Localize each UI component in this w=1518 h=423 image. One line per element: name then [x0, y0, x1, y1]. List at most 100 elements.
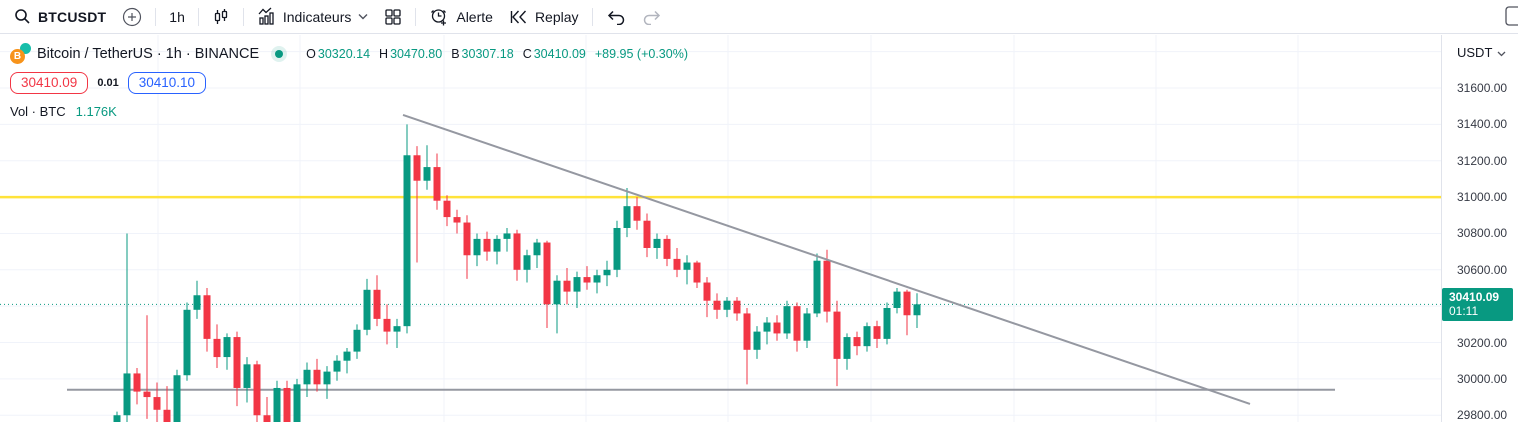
candle: [363, 289, 371, 330]
top-toolbar: BTCUSDT 1h Indicateurs: [0, 0, 1518, 34]
candle: [283, 387, 291, 422]
candle: [523, 255, 531, 270]
axis-tick: 31000.00: [1457, 190, 1508, 205]
indicators-icon: [257, 7, 276, 26]
candle: [123, 373, 131, 416]
candle: [443, 200, 451, 218]
candle: [673, 258, 681, 270]
logo-swoosh: [20, 43, 31, 54]
axis-tick: 29800.00: [1457, 408, 1508, 423]
candle: [773, 322, 781, 334]
candle: [503, 233, 511, 239]
buy-price-button[interactable]: 30410.10: [127, 72, 207, 94]
ohlc-value: 30410.09: [533, 47, 586, 61]
sell-price-button[interactable]: 30410.09: [10, 72, 89, 94]
axis-tick: 30600.00: [1457, 262, 1508, 277]
candle: [203, 295, 211, 339]
candle: [273, 387, 281, 422]
candle: [873, 326, 881, 339]
candle: [413, 155, 421, 181]
candle: [613, 227, 621, 270]
panel-right-icon[interactable]: [1505, 6, 1518, 31]
candle: [633, 206, 641, 221]
candle: [163, 409, 171, 422]
undo-button[interactable]: [598, 3, 634, 31]
indicators-label: Indicateurs: [282, 8, 352, 25]
candle: [903, 291, 911, 316]
candle: [483, 238, 491, 252]
candle: [183, 309, 191, 376]
candlesticks-icon: [212, 8, 230, 26]
candle: [643, 220, 651, 248]
market-status-dot[interactable]: [275, 50, 284, 58]
candle: [113, 415, 121, 422]
candle: [543, 242, 551, 305]
candle: [223, 337, 231, 358]
candle: [173, 375, 181, 422]
candle: [353, 329, 361, 352]
candle: [833, 311, 841, 359]
axis-tick: 31600.00: [1457, 81, 1508, 95]
compare-add-button[interactable]: [114, 3, 150, 31]
candle: [663, 238, 671, 259]
alert-button[interactable]: Alerte: [421, 3, 501, 31]
candle: [913, 304, 921, 316]
redo-icon: [642, 9, 662, 25]
candle: [403, 155, 411, 327]
candle: [133, 373, 141, 392]
ohlc-values: O 30320.14 H 30470.80 B 30307.18 C 30410.09 …: [306, 47, 688, 61]
alarm-plus-icon: [429, 7, 449, 27]
undo-icon: [606, 9, 626, 25]
timeframe-button[interactable]: 1h: [161, 3, 193, 31]
candle: [843, 337, 851, 359]
candle: [563, 280, 571, 292]
replay-button[interactable]: Replay: [501, 3, 587, 31]
candle: [733, 300, 741, 314]
ohlc-value: 30307.18: [461, 47, 514, 61]
candle: [263, 415, 271, 422]
axis-currency-button[interactable]: USDT: [1442, 35, 1518, 60]
candle: [863, 326, 871, 347]
candle: [323, 371, 331, 385]
indicators-button[interactable]: Indicateurs: [249, 3, 376, 31]
candle: [143, 391, 151, 398]
bitcoin-logo: B: [10, 43, 31, 64]
axis-currency-label: USDT: [1457, 45, 1493, 60]
candle: [293, 384, 301, 422]
candle: [533, 242, 541, 256]
layout-grid-button[interactable]: [376, 3, 410, 31]
candle: [623, 206, 631, 228]
toolbar-divider: [591, 7, 593, 26]
redo-button[interactable]: [634, 3, 670, 31]
candle: [303, 369, 311, 385]
logo-coin: B: [10, 49, 25, 64]
toolbar-divider: [155, 7, 157, 26]
candle: [653, 238, 661, 248]
price-axis[interactable]: USDT 30410.09 01:11 31600.00 31400.00 3120…: [1441, 35, 1518, 422]
replay-rewind-icon: [509, 9, 528, 25]
candle: [713, 300, 721, 310]
volume-label[interactable]: Vol · BTC: [10, 104, 66, 119]
spread-value: 0.01: [97, 77, 119, 89]
candle: [823, 260, 831, 312]
candle: [333, 360, 341, 372]
candle: [473, 238, 481, 256]
candle: [433, 167, 441, 201]
ohlc-label: H: [379, 47, 389, 61]
candle: [393, 326, 401, 332]
candle: [243, 364, 251, 388]
candle: [593, 275, 601, 283]
ohlc-value: 30470.80: [390, 47, 443, 61]
ohlc-label: O: [306, 47, 316, 61]
candle: [723, 300, 731, 310]
candle: [253, 364, 261, 416]
symbol-search-button[interactable]: BTCUSDT: [6, 3, 114, 31]
symbol-title[interactable]: Bitcoin / TetherUS · 1h · BINANCE: [37, 46, 260, 62]
trendline-drawing[interactable]: [402, 113, 1251, 405]
chart-style-button[interactable]: [204, 3, 238, 31]
replay-label: Replay: [534, 8, 579, 25]
candle: [233, 337, 241, 388]
chart-legend: B Bitcoin / TetherUS · 1h · BINANCE O 303…: [10, 43, 688, 119]
candle: [573, 277, 581, 292]
